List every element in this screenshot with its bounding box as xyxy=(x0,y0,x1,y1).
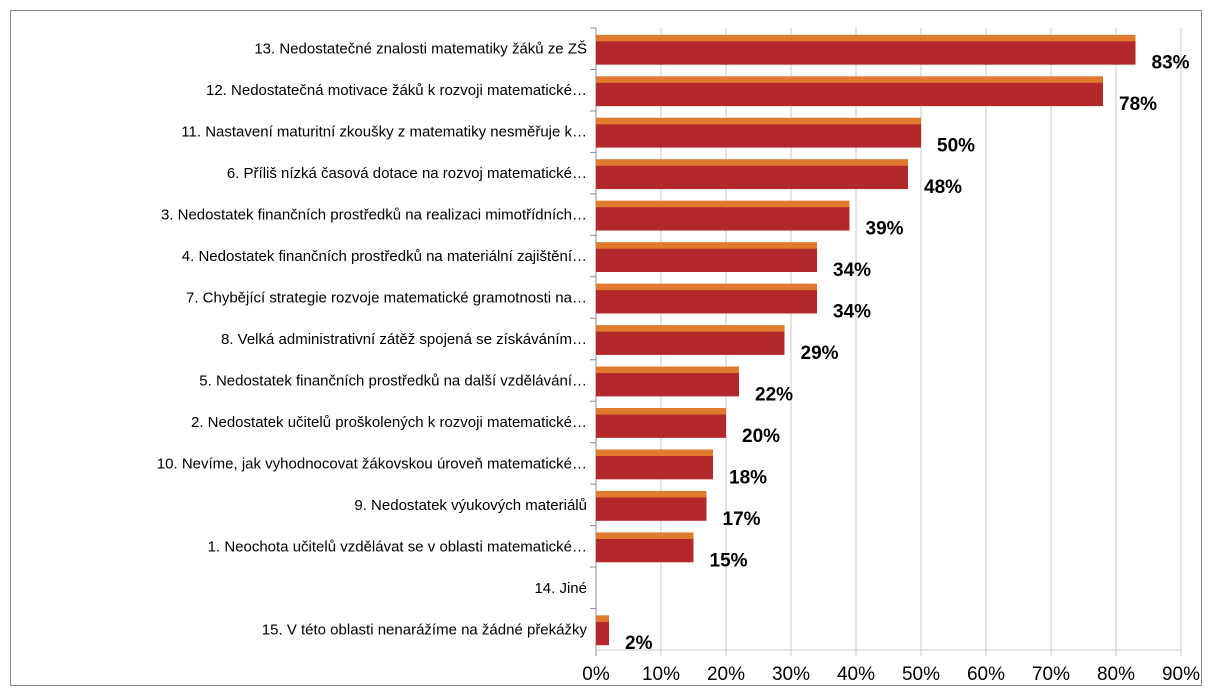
labels: 0% 10% 20% 30% 40% 50% 60% 70% 80% 90% 13. Nedosta… xyxy=(157,41,1200,685)
category-label: 1. Neochota učitelů vzdělávat se v oblas… xyxy=(208,538,587,555)
bar xyxy=(596,497,707,521)
bar xyxy=(596,41,1136,65)
bar xyxy=(596,538,694,563)
bar xyxy=(596,621,609,646)
category-label: 9. Nedostatek výukových materiálů xyxy=(354,497,587,514)
x-tick-label: 60% xyxy=(967,664,1005,685)
category-label: 4. Nedostatek finančních prostředků na m… xyxy=(182,248,587,265)
x-tick-label: 50% xyxy=(902,664,940,685)
data-label: 17% xyxy=(723,509,761,530)
data-label: 29% xyxy=(801,343,839,364)
category-label: 13. Nedostatečné znalosti matematiky žák… xyxy=(254,41,587,58)
data-label: 22% xyxy=(755,384,793,405)
x-tick-label: 10% xyxy=(642,664,680,685)
category-label: 6. Příliš nízká časová dotace na rozvoj … xyxy=(227,165,587,182)
x-tick-label: 70% xyxy=(1032,664,1070,685)
bar xyxy=(596,373,739,397)
bar xyxy=(596,124,921,148)
bar xyxy=(596,290,817,314)
bar xyxy=(596,331,785,355)
x-tick-label: 20% xyxy=(707,664,745,685)
data-label: 83% xyxy=(1152,53,1190,74)
bar xyxy=(596,207,850,231)
bar xyxy=(596,456,713,480)
bar xyxy=(596,414,726,438)
data-label: 78% xyxy=(1119,94,1157,115)
category-label: 8. Velká administrativní zátěž spojená s… xyxy=(221,331,587,348)
data-label: 48% xyxy=(924,177,962,198)
x-tick-label: 90% xyxy=(1162,664,1200,685)
category-label: 7. Chybějící strategie rozvoje matematic… xyxy=(186,290,587,307)
data-label: 20% xyxy=(742,426,780,447)
category-label: 14. Jiné xyxy=(534,580,587,597)
data-label: 34% xyxy=(833,301,871,322)
x-tick-label: 0% xyxy=(582,664,610,685)
bar xyxy=(596,82,1103,107)
data-label: 2% xyxy=(625,633,653,654)
category-label: 10. Nevíme, jak vyhodnocovat žákovskou ú… xyxy=(157,455,587,472)
data-label: 15% xyxy=(710,550,748,571)
category-label: 11. Nastavení maturitní zkoušky z matema… xyxy=(181,124,587,141)
category-label: 12. Nedostatečná motivace žáků k rozvoji… xyxy=(206,82,587,99)
bars xyxy=(596,34,1136,646)
category-label: 3. Nedostatek finančních prostředků na r… xyxy=(161,207,587,224)
x-tick-label: 80% xyxy=(1097,664,1135,685)
data-label: 34% xyxy=(833,260,871,281)
category-label: 5. Nedostatek finančních prostředků na d… xyxy=(199,372,587,389)
data-label: 39% xyxy=(866,219,904,240)
category-label: 2. Nedostatek učitelů proškolených k roz… xyxy=(191,414,587,431)
bar xyxy=(596,248,817,272)
x-tick-label: 40% xyxy=(837,664,875,685)
x-tick-label: 30% xyxy=(772,664,810,685)
bar xyxy=(596,165,908,190)
category-label: 15. V této oblasti nenarážíme na žádné p… xyxy=(262,621,588,638)
data-label: 18% xyxy=(729,467,767,488)
data-label: 50% xyxy=(937,136,975,157)
